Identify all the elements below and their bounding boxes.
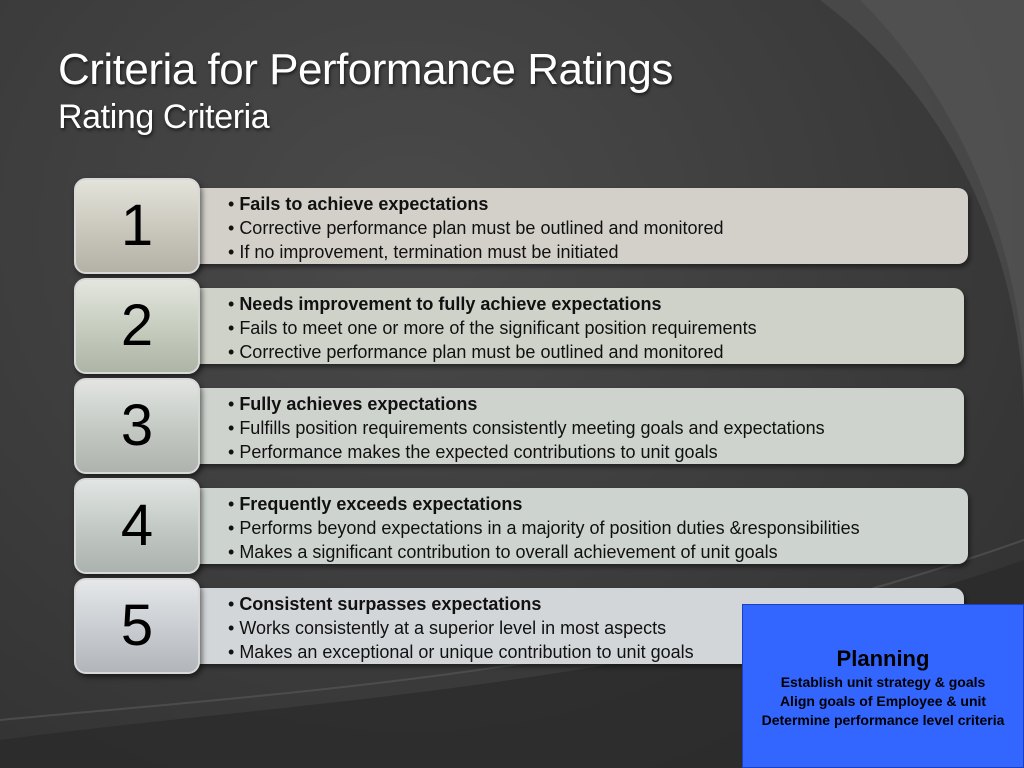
rating-number-badge-4: 4	[74, 478, 200, 574]
callout-line: Establish unit strategy & goals	[780, 674, 986, 690]
rating-bullet: • Performance makes the expected contrib…	[228, 442, 718, 462]
slide-subtitle: Rating Criteria	[58, 98, 270, 136]
rating-bullet: • If no improvement, termination must be…	[228, 242, 619, 262]
rating-number: 3	[120, 392, 154, 458]
rating-number-badge-3: 3	[74, 378, 200, 474]
rating-bullet: • Fulfills position requirements consist…	[228, 418, 825, 438]
rating-bullet: • Fully achieves expectations	[228, 394, 478, 414]
rating-number-badge-2: 2	[74, 278, 200, 374]
rating-bullet: • Corrective performance plan must be ou…	[228, 218, 724, 238]
callout-title: Planning	[836, 646, 930, 671]
rating-bullet: • Consistent surpasses expectations	[228, 594, 542, 614]
title-block: Criteria for Performance Ratings Rating …	[58, 44, 673, 138]
rating-bullet: • Makes an exceptional or unique contrib…	[228, 642, 694, 662]
rating-bullet: • Performs beyond expectations in a majo…	[228, 518, 860, 538]
rating-heading: Needs improvement to fully achieve expec…	[239, 294, 662, 314]
rating-number: 4	[120, 492, 154, 558]
rating-number: 2	[120, 292, 154, 358]
rating-heading: Consistent surpasses expectations	[239, 594, 542, 614]
rating-panel-3: • Fully achieves expectations • Fulfills…	[178, 388, 964, 464]
rating-bullet: • Frequently exceeds expectations	[228, 494, 523, 514]
rating-bullet: • Works consistently at a superior level…	[228, 618, 667, 638]
rating-bullet: • Fails to achieve expectations	[228, 194, 489, 214]
rating-number-badge-5: 5	[74, 578, 200, 674]
planning-callout: Planning Establish unit strategy & goals…	[742, 604, 1024, 768]
rating-heading: Frequently exceeds expectations	[239, 494, 523, 514]
rating-bullet: • Makes a significant contribution to ov…	[228, 542, 778, 562]
rating-panel-4: • Frequently exceeds expectations • Perf…	[178, 488, 968, 564]
rating-bullet: • Fails to meet one or more of the signi…	[228, 318, 757, 338]
rating-number: 1	[120, 192, 154, 258]
rating-heading: Fails to achieve expectations	[239, 194, 489, 214]
rating-panel-1: • Fails to achieve expectations • Correc…	[178, 188, 968, 264]
rating-number: 5	[120, 592, 154, 658]
rating-bullet: • Corrective performance plan must be ou…	[228, 342, 724, 362]
callout-line: Determine performance level criteria	[761, 712, 1005, 728]
slide-title: Criteria for Performance Ratings	[58, 45, 673, 94]
callout-line: Align goals of Employee & unit	[779, 693, 987, 709]
rating-bullet: • Needs improvement to fully achieve exp…	[228, 294, 662, 314]
rating-number-badge-1: 1	[74, 178, 200, 274]
rating-heading: Fully achieves expectations	[239, 394, 478, 414]
rating-panel-2: • Needs improvement to fully achieve exp…	[178, 288, 964, 364]
